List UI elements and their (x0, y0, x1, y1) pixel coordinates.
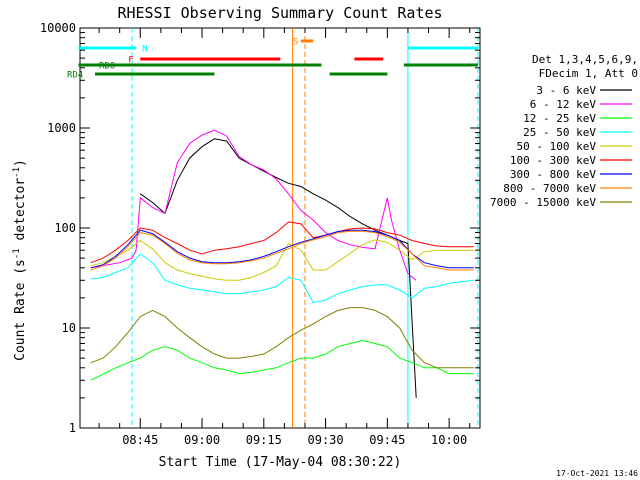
x-tick-label-09-45: 09:45 (369, 433, 405, 447)
y-tick-label-10000: 10000 (40, 21, 76, 35)
flag-label-rd4: RD4 (67, 71, 83, 81)
x-tick-label-09-00: 09:00 (184, 433, 220, 447)
legend-label-50-100-kev: 50 - 100 keV (517, 140, 597, 153)
y-tick-label-100: 100 (54, 221, 76, 235)
series-line-6-12-kev (90, 129, 417, 281)
legend-header-2: FDecim 1, Att 0 (539, 67, 638, 80)
flag-label-n: N (142, 45, 147, 55)
y-tick-label-10: 10 (62, 321, 76, 335)
flag-label-rd0: RD0 (99, 62, 115, 72)
chart-title: RHESSI Observing Summary Count Rates (117, 4, 442, 22)
legend-label-100-300-kev: 100 - 300 keV (510, 154, 596, 167)
series-line-3-6-kev (140, 138, 417, 398)
x-tick-label-08-45: 08:45 (122, 433, 158, 447)
x-axis: 08:45 09:00 09:15 09:30 09:45 10:00 (98, 28, 471, 447)
legend-label-25-50-kev: 25 - 50 keV (523, 126, 596, 139)
flag-bars: NF S RD0 RD4 (67, 38, 478, 81)
series-line-800-7000-kev (90, 230, 474, 271)
y-tick-label-1000: 1000 (47, 121, 76, 135)
y-tick-label-1: 1 (69, 421, 76, 435)
legend-label-800-7000-kev: 800 - 7000 keV (503, 182, 596, 195)
legend: Det 1,3,4,5,6,9, FDecim 1, Att 0 3 - 6 k… (490, 53, 638, 209)
legend-label-3-6-kev: 3 - 6 keV (536, 84, 596, 97)
legend-label-300-800-kev: 300 - 800 keV (510, 168, 596, 181)
x-tick-label-10-00: 10:00 (431, 433, 467, 447)
legend-label-6-12-kev: 6 - 12 keV (530, 98, 597, 111)
x-tick-label-09-30: 09:30 (308, 433, 344, 447)
timestamp: 17-Oct-2021 13:46 (556, 469, 638, 478)
legend-header-1: Det 1,3,4,5,6,9, (532, 53, 638, 66)
x-axis-label: Start Time (17-May-04 08:30:22) (159, 455, 402, 470)
series-line-50-100-kev (90, 239, 474, 281)
series-line-300-800-kev (90, 229, 474, 269)
flag-label-f: F (128, 56, 133, 66)
legend-label-7000-15000-kev: 7000 - 15000 keV (490, 196, 596, 209)
x-tick-label-09-15: 09:15 (246, 433, 282, 447)
series-line-7000-15000-kev (90, 307, 474, 369)
y-axis: 1 10 100 1000 10000 (40, 21, 480, 435)
y-axis-label: Count Rate (s-1 detector-1) (12, 159, 28, 361)
series-line-25-50-kev (90, 253, 474, 304)
series-group (90, 129, 474, 398)
series-line-100-300-kev (90, 221, 474, 264)
series-line-12-25-kev (90, 339, 474, 381)
flag-label-s: S (293, 38, 298, 48)
legend-label-12-25-kev: 12 - 25 keV (523, 112, 596, 125)
